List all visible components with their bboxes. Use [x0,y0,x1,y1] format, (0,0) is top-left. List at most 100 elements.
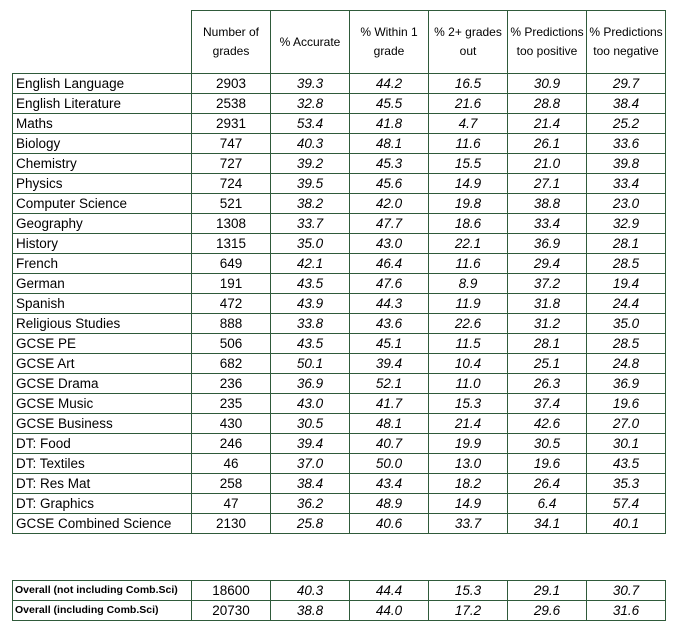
two-plus-grades-out-cell: 10.4 [428,353,508,374]
accurate-cell: 35.0 [270,233,350,254]
subject-cell: Biology [12,133,192,154]
within-1-grade-cell: 42.0 [349,193,429,214]
too-negative-cell: 23.0 [586,193,666,214]
two-plus-grades-out-cell: 22.1 [428,233,508,254]
number-of-grades-cell: 724 [191,173,271,194]
too-negative-cell: 31.6 [586,600,666,621]
too-positive-cell: 29.6 [507,600,587,621]
too-positive-cell: 37.4 [507,393,587,414]
number-of-grades-cell: 888 [191,313,271,334]
within-1-grade-cell: 41.8 [349,113,429,134]
subject-cell: DT: Res Mat [12,473,192,494]
table-row: DT: Textiles 46 37.0 50.0 13.0 19.6 43.5 [12,453,666,474]
two-plus-grades-out-cell: 15.3 [428,393,508,414]
two-plus-grades-out-cell: 33.7 [428,513,508,534]
subject-cell: Religious Studies [12,313,192,334]
accurate-cell: 40.3 [270,580,350,601]
table-row: DT: Food 246 39.4 40.7 19.9 30.5 30.1 [12,433,666,454]
subject-cell: GCSE Business [12,413,192,434]
grades-table: Number of grades % Accurate % Within 1 g… [12,10,666,534]
table-row: Computer Science 521 38.2 42.0 19.8 38.8 23.0 [12,193,666,214]
subject-cell: DT: Textiles [12,453,192,474]
too-negative-cell: 30.7 [586,580,666,601]
too-positive-cell: 30.9 [507,73,587,94]
two-plus-grades-out-cell: 21.4 [428,413,508,434]
header-accurate: % Accurate [270,10,350,74]
two-plus-grades-out-cell: 19.9 [428,433,508,454]
too-positive-cell: 21.0 [507,153,587,174]
number-of-grades-cell: 682 [191,353,271,374]
within-1-grade-cell: 47.7 [349,213,429,234]
header-2-plus-grades-out: % 2+ grades out [428,10,508,74]
subject-cell: French [12,253,192,274]
subject-cell: GCSE Art [12,353,192,374]
subject-cell: German [12,273,192,294]
subject-cell: GCSE Drama [12,373,192,394]
subject-cell: Geography [12,213,192,234]
too-negative-cell: 30.1 [586,433,666,454]
too-positive-cell: 26.1 [507,133,587,154]
table-row: German 191 43.5 47.6 8.9 37.2 19.4 [12,273,666,294]
too-positive-cell: 19.6 [507,453,587,474]
too-positive-cell: 28.1 [507,333,587,354]
two-plus-grades-out-cell: 11.0 [428,373,508,394]
two-plus-grades-out-cell: 4.7 [428,113,508,134]
accurate-cell: 39.4 [270,433,350,454]
number-of-grades-cell: 2931 [191,113,271,134]
subject-cell: GCSE Music [12,393,192,414]
two-plus-grades-out-cell: 14.9 [428,493,508,514]
within-1-grade-cell: 45.5 [349,93,429,114]
table-row: English Literature 2538 32.8 45.5 21.6 28.8 38… [12,93,666,114]
table-row: English Language 2903 39.3 44.2 16.5 30.9 29.7 [12,73,666,94]
accurate-cell: 25.8 [270,513,350,534]
subject-cell: Chemistry [12,153,192,174]
overall-row: Overall (not including Comb.Sci) 18600 40.… [12,580,666,601]
too-negative-cell: 40.1 [586,513,666,534]
too-positive-cell: 42.6 [507,413,587,434]
too-positive-cell: 38.8 [507,193,587,214]
subject-cell: GCSE PE [12,333,192,354]
number-of-grades-cell: 246 [191,433,271,454]
too-positive-cell: 33.4 [507,213,587,234]
within-1-grade-cell: 43.6 [349,313,429,334]
number-of-grades-cell: 1308 [191,213,271,234]
accurate-cell: 43.0 [270,393,350,414]
two-plus-grades-out-cell: 17.2 [428,600,508,621]
accurate-cell: 42.1 [270,253,350,274]
too-negative-cell: 27.0 [586,413,666,434]
within-1-grade-cell: 41.7 [349,393,429,414]
number-of-grades-cell: 191 [191,273,271,294]
table-row: Chemistry 727 39.2 45.3 15.5 21.0 39.8 [12,153,666,174]
within-1-grade-cell: 39.4 [349,353,429,374]
accurate-cell: 43.5 [270,333,350,354]
two-plus-grades-out-cell: 16.5 [428,73,508,94]
too-negative-cell: 28.5 [586,333,666,354]
within-1-grade-cell: 40.6 [349,513,429,534]
within-1-grade-cell: 48.9 [349,493,429,514]
two-plus-grades-out-cell: 19.8 [428,193,508,214]
within-1-grade-cell: 44.3 [349,293,429,314]
two-plus-grades-out-cell: 15.5 [428,153,508,174]
within-1-grade-cell: 46.4 [349,253,429,274]
two-plus-grades-out-cell: 18.6 [428,213,508,234]
grades-table-body: English Language 2903 39.3 44.2 16.5 30.9 29.7… [12,73,666,534]
subject-cell: Computer Science [12,193,192,214]
accurate-cell: 40.3 [270,133,350,154]
accurate-cell: 39.5 [270,173,350,194]
subject-cell: Overall (not including Comb.Sci) [12,580,192,601]
within-1-grade-cell: 47.6 [349,273,429,294]
number-of-grades-cell: 2130 [191,513,271,534]
too-negative-cell: 33.6 [586,133,666,154]
subject-cell: DT: Graphics [12,493,192,514]
accurate-cell: 43.9 [270,293,350,314]
within-1-grade-cell: 43.4 [349,473,429,494]
table-row: GCSE Drama 236 36.9 52.1 11.0 26.3 36.9 [12,373,666,394]
too-positive-cell: 26.4 [507,473,587,494]
too-negative-cell: 39.8 [586,153,666,174]
too-negative-cell: 36.9 [586,373,666,394]
too-positive-cell: 28.8 [507,93,587,114]
accurate-cell: 53.4 [270,113,350,134]
number-of-grades-cell: 472 [191,293,271,314]
table-row: GCSE Combined Science 2130 25.8 40.6 33.7 34.… [12,513,666,534]
accurate-cell: 37.0 [270,453,350,474]
